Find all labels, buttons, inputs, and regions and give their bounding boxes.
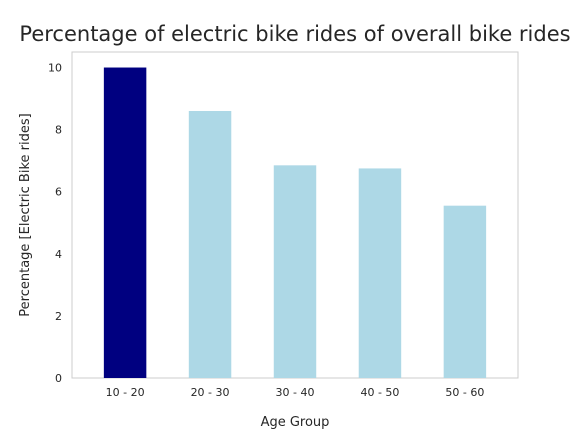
x-tick-label: 40 - 50	[360, 386, 399, 399]
x-tick-label: 30 - 40	[276, 386, 315, 399]
y-tick-label: 6	[55, 186, 62, 199]
x-tick-label: 10 - 20	[106, 386, 145, 399]
x-ticks-group: 10 - 20 20 - 30 30 - 40 40 - 50 50 - 60	[106, 386, 485, 399]
bar-1	[189, 111, 231, 378]
y-ticks-group: 0 2 4 6 8 10	[48, 62, 62, 385]
y-tick-label: 10	[48, 62, 62, 75]
bar-2	[274, 165, 316, 378]
chart-title: Percentage of electric bike rides of ove…	[19, 22, 570, 46]
y-tick-label: 4	[55, 248, 62, 261]
x-tick-label: 20 - 30	[191, 386, 230, 399]
bar-3	[359, 168, 401, 378]
x-axis-label: Age Group	[261, 415, 330, 430]
bar-4	[444, 206, 486, 378]
x-tick-label: 50 - 60	[445, 386, 484, 399]
bar-0	[104, 68, 146, 378]
y-tick-label: 0	[55, 372, 62, 385]
y-tick-label: 8	[55, 124, 62, 137]
y-axis-label: Percentage [Electric Bike rides]	[18, 113, 33, 316]
y-tick-label: 2	[55, 310, 62, 323]
